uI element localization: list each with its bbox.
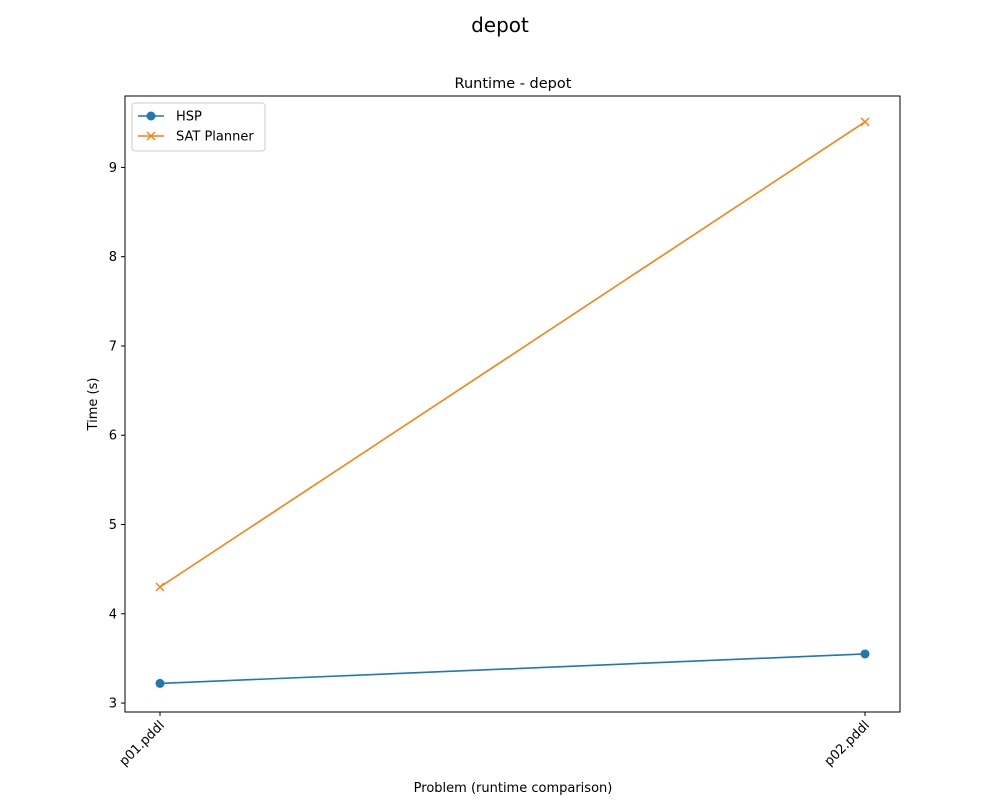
legend-marker xyxy=(146,131,156,141)
y-tick-label: 3 xyxy=(109,697,117,712)
data-point-s1-1 xyxy=(860,117,870,127)
legend-label: SAT Planner xyxy=(176,130,254,145)
data-point-s1-0 xyxy=(155,582,165,592)
figure-suptitle: depot xyxy=(471,13,529,37)
legend-entry-1: SAT Planner xyxy=(138,130,254,145)
series-line-1 xyxy=(159,121,866,588)
axes-frame xyxy=(124,95,901,713)
y-tick-label: 5 xyxy=(109,518,117,533)
chart-title: Runtime - depot xyxy=(455,76,572,92)
y-tick-label: 9 xyxy=(109,161,117,176)
y-tick-label: 6 xyxy=(109,429,117,444)
x-axis-label: Problem (runtime comparison) xyxy=(414,781,613,796)
series-layer xyxy=(155,117,870,688)
legend-marker xyxy=(146,111,156,121)
data-point-s0-0 xyxy=(155,678,165,688)
data-point-s0-1 xyxy=(860,649,870,659)
legend-label: HSP xyxy=(176,110,202,125)
y-tick-label: 4 xyxy=(109,607,117,622)
series-line-0 xyxy=(159,653,866,685)
y-axis-label: Time (s) xyxy=(86,378,101,432)
legend-box xyxy=(131,102,266,152)
y-tick-label: 7 xyxy=(109,339,117,354)
legend-entry-0: HSP xyxy=(138,110,202,125)
y-tick-label: 8 xyxy=(109,250,117,265)
legend: HSP SAT Planner xyxy=(131,102,266,152)
